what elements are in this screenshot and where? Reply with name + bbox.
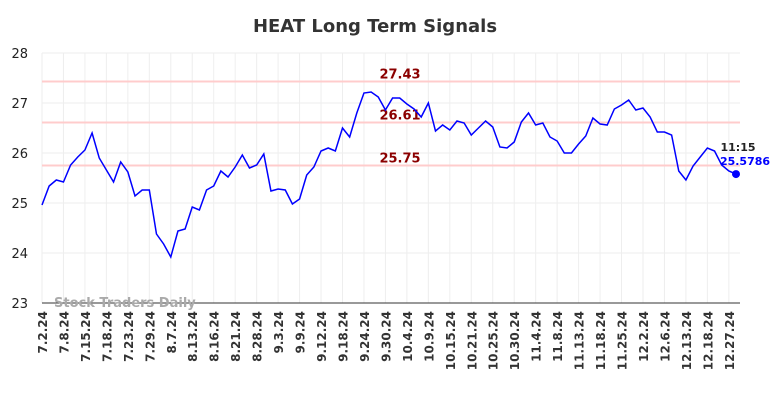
y-tick-label: 23 <box>11 297 28 312</box>
x-tick-label: 8.13.24 <box>186 311 200 362</box>
x-tick-label: 7.29.24 <box>143 311 157 362</box>
x-tick-label: 11.25.24 <box>616 311 630 370</box>
x-tick-label: 7.18.24 <box>100 311 114 362</box>
x-tick-label: 11.18.24 <box>594 311 608 370</box>
y-tick-label: 24 <box>11 247 28 262</box>
x-tick-label: 8.21.24 <box>229 311 243 362</box>
x-tick-label: 10.21.24 <box>465 311 479 370</box>
x-tick-label: 9.24.24 <box>358 311 372 362</box>
watermark: Stock Traders Daily <box>54 296 196 311</box>
signal-label: 26.61 <box>379 109 420 124</box>
x-tick-label: 12.6.24 <box>658 311 672 362</box>
x-tick-label: 7.23.24 <box>122 311 136 362</box>
x-tick-label: 11.8.24 <box>551 311 565 362</box>
x-tick-label: 11.13.24 <box>573 311 587 370</box>
y-tick-label: 28 <box>11 47 28 62</box>
last-value: 25.5786 <box>720 155 770 168</box>
x-tick-label: 9.3.24 <box>272 311 286 354</box>
x-tick-label: 10.25.24 <box>487 311 501 370</box>
x-tick-label: 7.15.24 <box>79 311 93 362</box>
last-point <box>732 170 740 179</box>
chart-title: HEAT Long Term Signals <box>253 16 497 37</box>
x-tick-label: 11.4.24 <box>530 311 544 362</box>
price-line <box>41 91 737 259</box>
x-tick-label: 8.16.24 <box>208 311 222 362</box>
x-tick-label: 10.9.24 <box>422 311 436 362</box>
x-tick-label: 9.12.24 <box>315 311 329 362</box>
y-tick-label: 27 <box>11 97 28 112</box>
x-tick-label: 12.18.24 <box>701 311 715 370</box>
x-tick-label: 12.27.24 <box>723 311 737 370</box>
x-tick-label: 12.13.24 <box>680 311 694 370</box>
signal-label: 25.75 <box>379 152 420 167</box>
x-tick-label: 7.8.24 <box>57 311 71 354</box>
x-tick-label: 10.4.24 <box>401 311 415 362</box>
x-tick-label: 9.18.24 <box>336 311 350 362</box>
y-tick-label: 25 <box>11 197 28 212</box>
y-tick-label: 26 <box>11 147 28 162</box>
x-tick-label: 8.28.24 <box>251 311 265 362</box>
x-tick-label: 9.30.24 <box>379 311 393 362</box>
x-tick-label: 12.2.24 <box>637 311 651 362</box>
x-tick-label: 10.15.24 <box>444 311 458 370</box>
x-tick-label: 8.7.24 <box>165 311 179 354</box>
signal-label: 27.43 <box>379 68 420 83</box>
x-tick-label: 7.2.24 <box>36 311 50 354</box>
last-time: 11:15 <box>720 141 755 154</box>
x-tick-label: 9.9.24 <box>294 311 308 354</box>
x-tick-label: 10.30.24 <box>508 311 522 370</box>
